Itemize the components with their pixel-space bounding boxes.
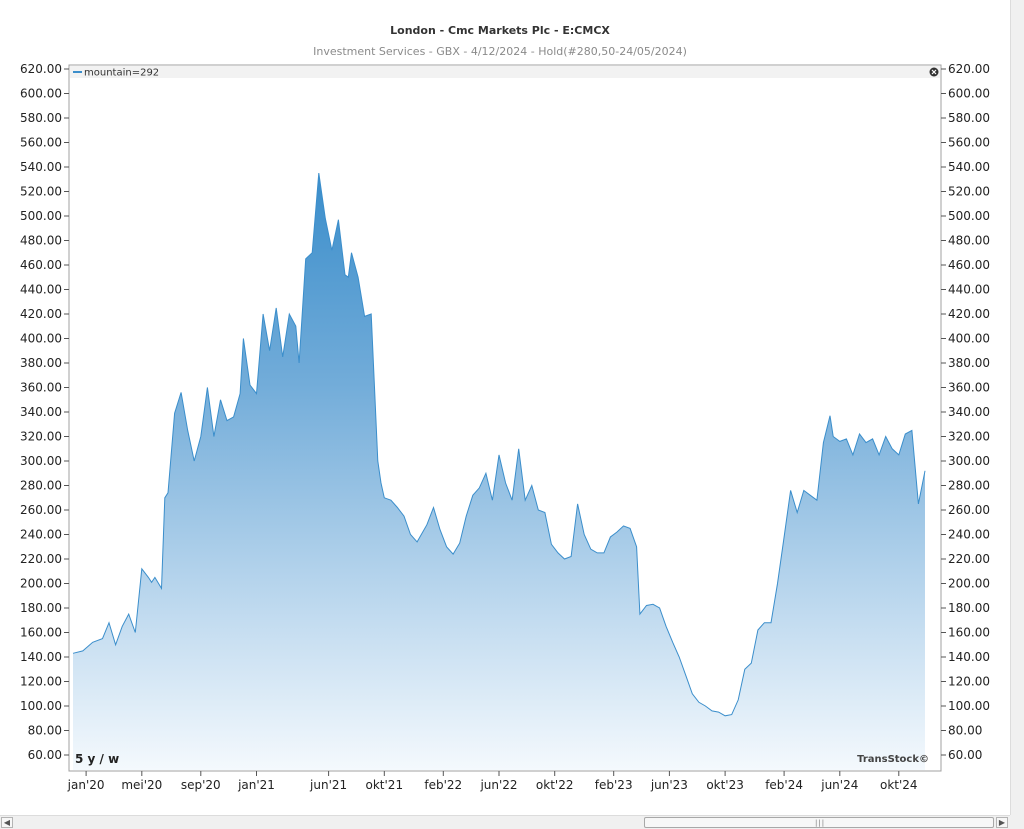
y-axis-right: 620.00 600.00 580.00 560.00 540.00 520.00 500.… bbox=[941, 62, 990, 762]
y-tick-label-right: 220.00 bbox=[948, 552, 990, 566]
y-tick-label-left: 620.00 bbox=[20, 62, 62, 76]
y-tick-label-right: 600.00 bbox=[948, 87, 990, 101]
x-tick-label: jun'23 bbox=[650, 778, 688, 792]
y-tick-label-left: 220.00 bbox=[20, 552, 62, 566]
y-tick-label-left: 300.00 bbox=[20, 454, 62, 468]
x-tick-label: sep'20 bbox=[181, 778, 221, 792]
legend-label: mountain=292 bbox=[84, 68, 159, 79]
y-tick-label-left: 200.00 bbox=[20, 577, 62, 591]
y-tick-label-right: 60.00 bbox=[948, 748, 982, 762]
y-tick-label-right: 180.00 bbox=[948, 601, 990, 615]
x-tick-label: mei'20 bbox=[121, 778, 162, 792]
y-tick-label-left: 540.00 bbox=[20, 160, 62, 174]
x-tick-label: feb'23 bbox=[595, 778, 633, 792]
chart: London - Cmc Markets Plc - E:CMCX Invest… bbox=[20, 24, 990, 792]
x-tick-label: jan'21 bbox=[237, 778, 275, 792]
y-tick-label-left: 140.00 bbox=[20, 650, 62, 664]
y-axis-left: 620.00 600.00 580.00 560.00 540.00 520.00 500.… bbox=[20, 62, 69, 762]
y-tick-label-left: 560.00 bbox=[20, 136, 62, 150]
y-tick-label-right: 560.00 bbox=[948, 136, 990, 150]
y-tick-label-left: 520.00 bbox=[20, 185, 62, 199]
y-tick-label-left: 100.00 bbox=[20, 699, 62, 713]
y-tick-label-left: 600.00 bbox=[20, 87, 62, 101]
x-tick-label: okt'22 bbox=[536, 778, 574, 792]
chart-title: London - Cmc Markets Plc - E:CMCX bbox=[390, 24, 610, 37]
horizontal-scrollbar[interactable]: ◀ ||| ▶ bbox=[0, 815, 1010, 829]
x-tick-label: okt'21 bbox=[366, 778, 404, 792]
y-tick-label-right: 500.00 bbox=[948, 209, 990, 223]
y-tick-label-left: 440.00 bbox=[20, 283, 62, 297]
y-tick-label-left: 120.00 bbox=[20, 675, 62, 689]
grip-icon: ||| bbox=[815, 819, 826, 827]
y-tick-label-right: 540.00 bbox=[948, 160, 990, 174]
y-tick-label-right: 420.00 bbox=[948, 307, 990, 321]
y-tick-label-right: 620.00 bbox=[948, 62, 990, 76]
x-tick-label: jun'22 bbox=[479, 778, 517, 792]
x-tick-label: jun'21 bbox=[309, 778, 347, 792]
y-tick-label-left: 420.00 bbox=[20, 307, 62, 321]
y-tick-label-left: 240.00 bbox=[20, 528, 62, 542]
y-tick-label-right: 320.00 bbox=[948, 430, 990, 444]
x-tick-label: feb'22 bbox=[424, 778, 462, 792]
y-tick-label-right: 380.00 bbox=[948, 356, 990, 370]
y-tick-label-right: 140.00 bbox=[948, 650, 990, 664]
x-tick-label: feb'24 bbox=[765, 778, 803, 792]
y-tick-label-left: 460.00 bbox=[20, 258, 62, 272]
close-icon-cross bbox=[931, 69, 937, 75]
chart-subtitle: Investment Services - GBX - 4/12/2024 - … bbox=[313, 45, 687, 58]
watermark: TransStock© bbox=[857, 754, 929, 765]
y-tick-label-left: 500.00 bbox=[20, 209, 62, 223]
y-tick-label-right: 100.00 bbox=[948, 699, 990, 713]
y-tick-label-right: 520.00 bbox=[948, 185, 990, 199]
chart-window: London - Cmc Markets Plc - E:CMCX Invest… bbox=[20, 24, 990, 792]
y-tick-label-left: 360.00 bbox=[20, 381, 62, 395]
y-tick-label-right: 360.00 bbox=[948, 381, 990, 395]
scroll-left-button[interactable]: ◀ bbox=[1, 817, 13, 828]
y-tick-label-left: 580.00 bbox=[20, 111, 62, 125]
y-tick-label-right: 480.00 bbox=[948, 234, 990, 248]
mountain-area bbox=[73, 173, 925, 771]
y-tick-label-right: 120.00 bbox=[948, 675, 990, 689]
y-tick-label-right: 260.00 bbox=[948, 503, 990, 517]
y-tick-label-left: 380.00 bbox=[20, 356, 62, 370]
scroll-right-button[interactable]: ▶ bbox=[996, 817, 1008, 828]
y-tick-label-right: 160.00 bbox=[948, 626, 990, 640]
y-tick-label-left: 340.00 bbox=[20, 405, 62, 419]
x-axis: jan'20 mei'20 sep'20 jan'21 jun'21 okt'21 feb'… bbox=[67, 771, 918, 792]
vertical-scrollbar[interactable] bbox=[1010, 0, 1024, 815]
y-tick-label-left: 280.00 bbox=[20, 479, 62, 493]
y-tick-label-left: 480.00 bbox=[20, 234, 62, 248]
y-tick-label-left: 180.00 bbox=[20, 601, 62, 615]
y-tick-label-right: 240.00 bbox=[948, 528, 990, 542]
mountain-line bbox=[72, 173, 926, 717]
x-tick-label: jun'24 bbox=[820, 778, 858, 792]
y-tick-label-left: 320.00 bbox=[20, 430, 62, 444]
y-tick-label-right: 300.00 bbox=[948, 454, 990, 468]
y-tick-label-right: 460.00 bbox=[948, 258, 990, 272]
y-tick-label-right: 80.00 bbox=[948, 724, 982, 738]
x-tick-label: okt'23 bbox=[706, 778, 744, 792]
y-tick-label-right: 400.00 bbox=[948, 332, 990, 346]
y-tick-label-right: 200.00 bbox=[948, 577, 990, 591]
legend-bar bbox=[70, 66, 940, 78]
scroll-corner bbox=[1010, 815, 1024, 829]
x-tick-label: jan'20 bbox=[67, 778, 105, 792]
y-tick-label-right: 340.00 bbox=[948, 405, 990, 419]
scroll-thumb[interactable]: ||| bbox=[644, 817, 994, 828]
y-tick-label-left: 160.00 bbox=[20, 626, 62, 640]
period-label: 5 y / w bbox=[75, 752, 119, 766]
x-tick-label: okt'24 bbox=[880, 778, 918, 792]
y-tick-label-right: 280.00 bbox=[948, 479, 990, 493]
y-tick-label-right: 580.00 bbox=[948, 111, 990, 125]
y-tick-label-left: 260.00 bbox=[20, 503, 62, 517]
y-tick-label-left: 60.00 bbox=[28, 748, 62, 762]
y-tick-label-left: 400.00 bbox=[20, 332, 62, 346]
y-tick-label-right: 440.00 bbox=[948, 283, 990, 297]
y-tick-label-left: 80.00 bbox=[28, 724, 62, 738]
